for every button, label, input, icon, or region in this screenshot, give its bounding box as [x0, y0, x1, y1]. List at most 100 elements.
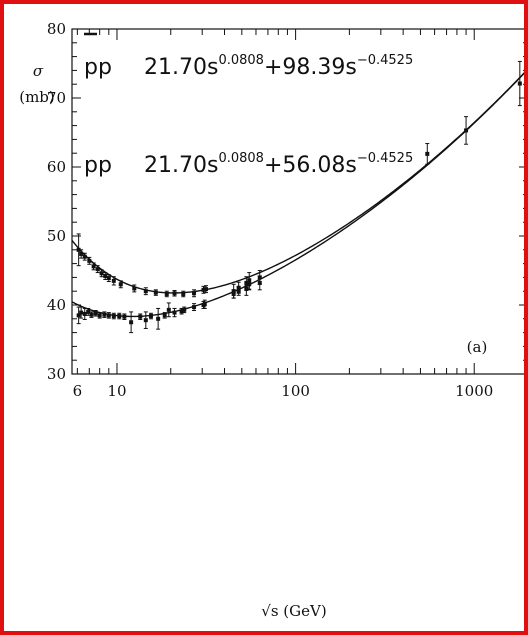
- data-point-pbarp: [95, 265, 100, 274]
- data-point-pp: [247, 278, 252, 291]
- legend-pp-formula: 21.70s0.0808+56.08s−0.4525: [144, 151, 413, 178]
- data-point-pp: [148, 312, 153, 320]
- data-point-pbarp: [111, 276, 116, 286]
- point-marker: [148, 314, 153, 319]
- legend-pbarp-term1: 21.70s: [144, 55, 218, 80]
- point-marker: [118, 282, 123, 287]
- data-point-pp: [257, 275, 262, 291]
- data-point-pp: [122, 313, 127, 320]
- data-point-pp: [102, 311, 107, 318]
- data-point-pbarp: [103, 272, 108, 280]
- fit-curve-pp: [71, 72, 524, 318]
- data-point-pbarp: [517, 60, 522, 107]
- point-marker: [192, 305, 197, 310]
- data-point-pbarp: [106, 274, 111, 283]
- point-marker: [95, 267, 100, 272]
- data-point-pp: [231, 289, 236, 299]
- point-marker: [517, 81, 522, 86]
- data-point-pp: [79, 306, 84, 319]
- legend-pp-term2: +56.08s: [264, 153, 357, 178]
- point-marker: [76, 247, 81, 252]
- legend-pbarp-exp2: −0.4525: [357, 53, 413, 68]
- point-marker: [111, 314, 116, 319]
- data-point-pp: [89, 311, 94, 318]
- data-point-pp: [76, 306, 81, 325]
- point-marker: [122, 314, 127, 319]
- point-marker: [182, 307, 187, 312]
- y-axis-label-unit: (mb): [19, 88, 55, 106]
- point-marker: [86, 309, 91, 314]
- point-marker: [231, 291, 236, 296]
- data-point-pp: [156, 307, 161, 330]
- x-tick-label: 1000: [455, 382, 493, 400]
- data-point-pbarp: [201, 285, 206, 294]
- fit-curve-pbarp: [71, 72, 524, 294]
- y-tick-label: 40: [47, 296, 66, 314]
- legend-pp-exp1: 0.0808: [218, 151, 264, 166]
- x-tick-label: 6: [73, 382, 83, 400]
- point-marker: [172, 291, 177, 296]
- legend-pbarp-exp1: 0.0808: [218, 53, 264, 68]
- point-marker: [82, 254, 87, 259]
- point-marker: [192, 291, 197, 296]
- legend-pbarp-formula: 21.70s0.0808+98.39s−0.4525: [144, 53, 413, 80]
- point-marker: [87, 258, 92, 263]
- point-marker: [179, 309, 184, 314]
- data-point-pbarp: [91, 262, 96, 271]
- data-point-pbarp: [172, 290, 177, 297]
- data-point-pp: [129, 311, 134, 334]
- point-marker: [102, 312, 107, 317]
- point-marker: [153, 290, 158, 295]
- point-marker: [82, 311, 87, 316]
- point-marker: [76, 313, 81, 318]
- point-marker: [201, 287, 206, 292]
- point-marker: [89, 312, 94, 317]
- legend-pp-term1: 21.70s: [144, 153, 218, 178]
- legend-pbarp: pp 21.70s0.0808+98.39s−0.4525: [84, 32, 413, 80]
- data-point-pp: [172, 307, 177, 318]
- point-marker: [93, 311, 98, 316]
- legend-pbarp-label: pp: [84, 55, 112, 80]
- data-point-pp: [111, 312, 116, 320]
- data-point-pp: [192, 303, 197, 312]
- data-point-pp: [106, 312, 111, 319]
- data-point-pbarp: [153, 289, 158, 296]
- x-tick-label: 10: [107, 382, 126, 400]
- point-marker: [236, 289, 241, 294]
- data-point-pbarp: [79, 249, 84, 259]
- y-tick-label: 60: [47, 158, 66, 176]
- point-marker: [244, 286, 249, 291]
- point-marker: [143, 289, 148, 294]
- point-marker: [156, 316, 161, 321]
- point-marker: [129, 320, 134, 325]
- axis-ticks: 30 40 50 60 70 80 6 10 100 1000: [47, 20, 524, 400]
- point-marker: [111, 278, 116, 283]
- data-point-pbarp: [118, 280, 123, 289]
- legend-pbarp-term2: +98.39s: [264, 55, 357, 80]
- data-point-pp: [117, 312, 122, 320]
- data-point-pp: [202, 299, 207, 309]
- point-marker: [464, 128, 469, 133]
- data-point-pbarp: [203, 285, 208, 294]
- point-marker: [106, 276, 111, 281]
- x-tick-label: 100: [281, 382, 310, 400]
- data-point-pp: [82, 307, 87, 320]
- point-marker: [117, 314, 122, 319]
- point-marker: [181, 291, 186, 296]
- data-point-pbarp: [99, 269, 104, 278]
- data-point-pp: [244, 281, 249, 296]
- point-marker: [79, 310, 84, 315]
- point-marker: [99, 271, 104, 276]
- point-marker: [202, 302, 207, 307]
- legend-pp-exp2: −0.4525: [357, 151, 413, 166]
- data-point-pbarp: [425, 143, 430, 165]
- data-point-pp: [138, 313, 143, 320]
- data-point-pp: [166, 302, 171, 318]
- cross-section-chart: 30 40 50 60 70 80 6 10 100 1000 σ (mb) √s (GeV) p…: [19, 20, 524, 620]
- point-marker: [79, 251, 84, 256]
- plot-area: [71, 28, 524, 375]
- point-marker: [164, 291, 169, 296]
- point-marker: [166, 307, 171, 312]
- y-tick-label: 30: [47, 365, 66, 383]
- point-marker: [143, 318, 148, 323]
